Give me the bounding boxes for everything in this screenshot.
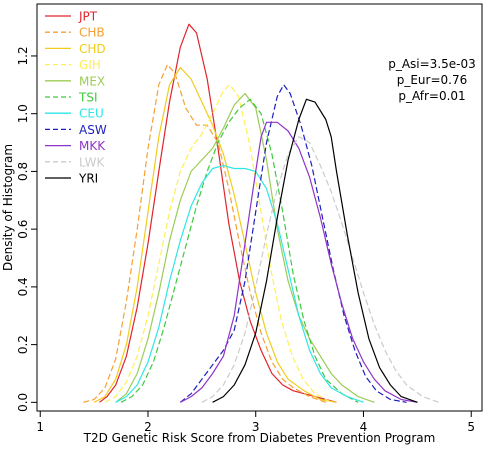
y-tick-label: 0.0 [16, 393, 30, 412]
y-tick-label: 0.8 [16, 162, 30, 181]
plot-frame [36, 3, 483, 412]
p-value-annotation: p_Asi=3.5e-03 [388, 57, 476, 71]
y-tick-label: 1.2 [16, 46, 30, 65]
axes: 1 2 3 4 5 0.0 0.2 0.4 0.6 0.8 1.0 1.2 [16, 46, 475, 434]
x-tick-label: 1 [36, 420, 44, 434]
y-tick-label: 0.4 [16, 277, 30, 296]
legend-label-jpt: JPT [78, 10, 98, 24]
series-line-jpt [99, 23, 337, 403]
x-tick-label: 4 [360, 420, 368, 434]
series-line-gih [104, 84, 332, 403]
series-line-lwk [201, 136, 440, 403]
x-tick-label: 5 [467, 420, 475, 434]
legend-label-mkk: MKK [79, 139, 106, 153]
series-line-asw [179, 84, 407, 403]
y-axis-label: Density of Histogram [1, 144, 15, 271]
legend-label-chd: CHD [79, 42, 106, 56]
y-tick-label: 0.2 [16, 335, 30, 354]
legend-label-yri: YRI [78, 172, 98, 186]
y-tick-label: 1.0 [16, 104, 30, 123]
legend-label-tsi: TSI [78, 91, 98, 105]
p-value-annotations: p_Asi=3.5e-03 p_Eur=0.76 p_Afr=0.01 [388, 57, 476, 103]
legend: JPT CHB CHD GIH MEX TSI CEU ASW MKK LWK YRI [45, 10, 107, 186]
y-tick-label: 0.6 [16, 220, 30, 239]
series-line-chb [83, 63, 326, 403]
x-tick-label: 3 [252, 420, 260, 434]
series-line-yri [212, 98, 418, 403]
x-tick-label: 2 [144, 420, 152, 434]
legend-label-chb: CHB [79, 26, 105, 40]
legend-label-ceu: CEU [79, 107, 104, 121]
series-line-chd [93, 66, 337, 403]
p-value-annotation: p_Afr=0.01 [398, 89, 465, 103]
series-line-mkk [180, 121, 418, 403]
p-value-annotation: p_Eur=0.76 [397, 73, 468, 87]
series-line-tsi [120, 98, 359, 403]
legend-label-mex: MEX [79, 74, 105, 88]
series-line-ceu [115, 165, 364, 403]
legend-label-lwk: LWK [79, 155, 105, 169]
x-axis-label: T2D Genetic Risk Score from Diabetes Pre… [83, 431, 436, 445]
series-line-mex [115, 92, 375, 403]
legend-label-asw: ASW [79, 123, 107, 137]
legend-label-gih: GIH [79, 58, 101, 72]
density-curves [83, 23, 440, 403]
